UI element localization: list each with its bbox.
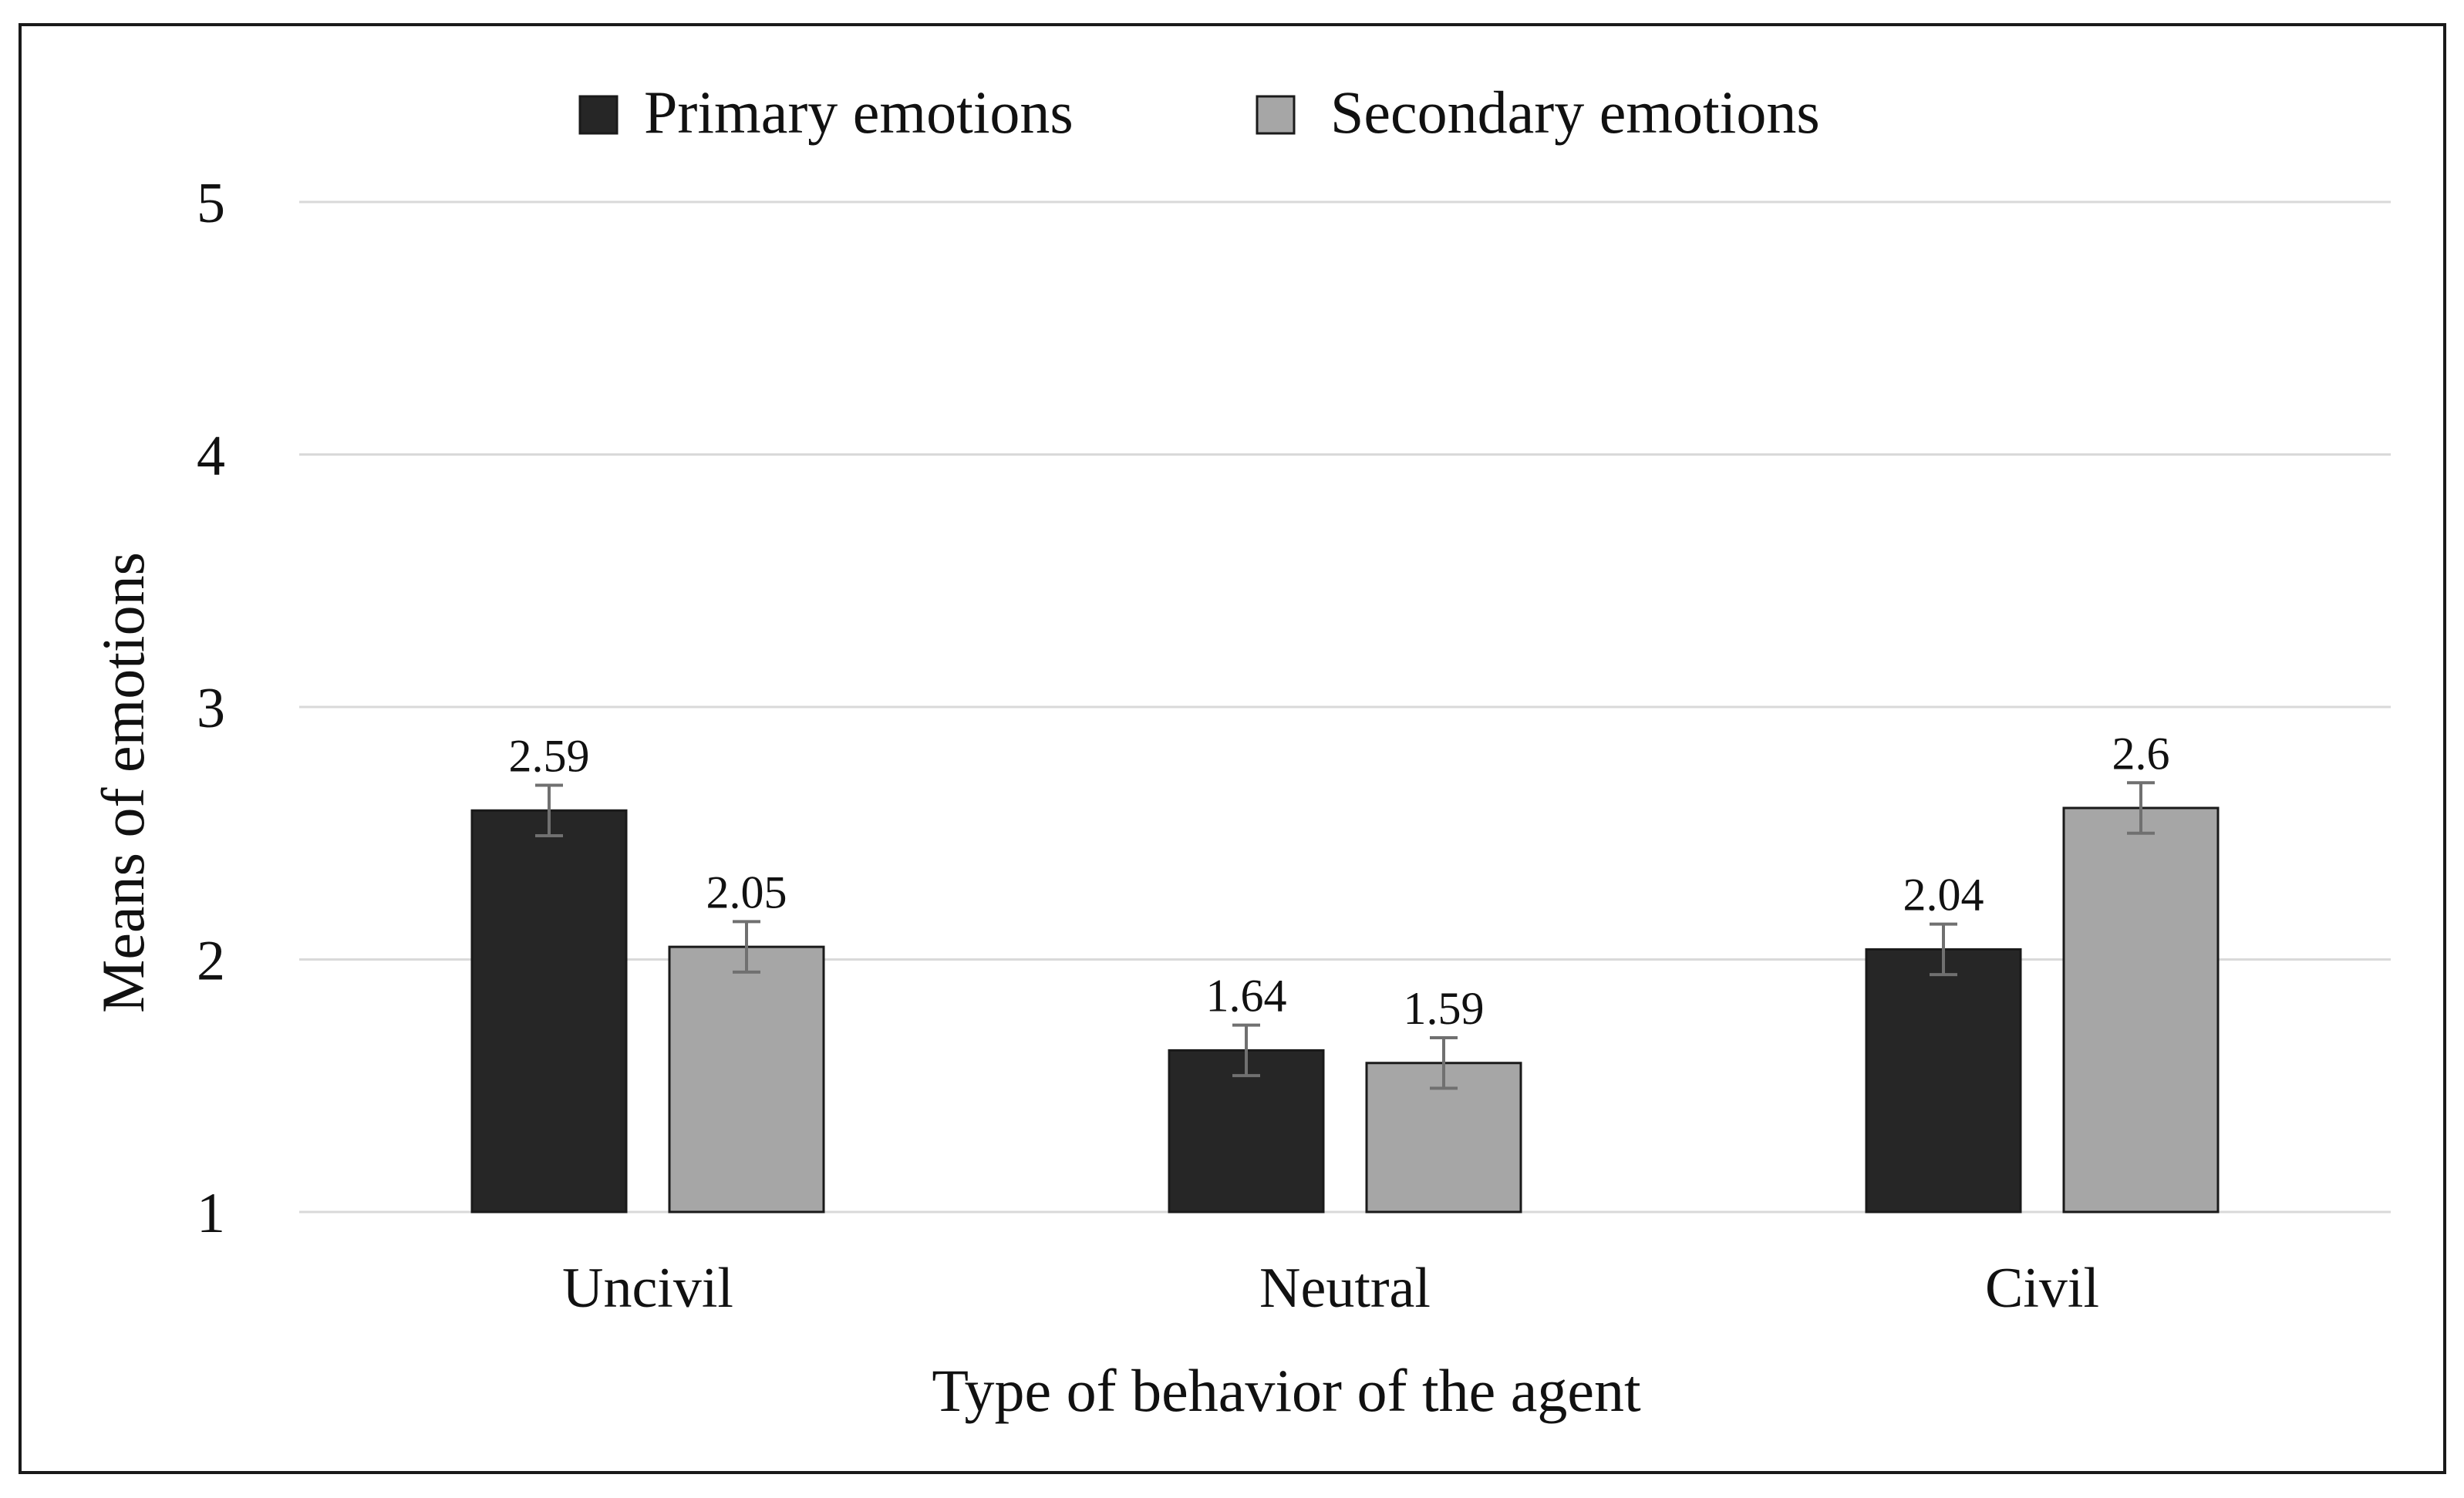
y-axis-ticks: 1 2 3 4 5	[197, 172, 225, 1245]
bar-civil-primary	[1865, 948, 2022, 1214]
x-tick-label-neutral: Neutral	[1259, 1257, 1431, 1320]
legend-label-secondary: Secondary emotions	[1330, 79, 1820, 146]
data-label-neutral-secondary: 1.59	[1404, 983, 1485, 1034]
bar-uncivil-secondary	[668, 945, 825, 1214]
y-tick-label-4: 4	[197, 425, 225, 488]
gridlines	[299, 200, 2391, 1214]
data-label-uncivil-secondary: 2.05	[706, 867, 787, 917]
data-label-civil-primary: 2.04	[1903, 870, 1984, 921]
y-axis-title: Means of emotions	[89, 552, 157, 1013]
y-tick-label-3: 3	[197, 677, 225, 740]
bar-uncivil-primary	[470, 809, 628, 1214]
bar-neutral-secondary	[1365, 1062, 1522, 1214]
legend-swatch-primary	[578, 95, 619, 135]
y-tick-label-2: 2	[197, 930, 225, 993]
bars	[470, 806, 2220, 1214]
legend: Primary emotions Secondary emotions	[578, 79, 1820, 146]
data-label-neutral-primary: 1.64	[1206, 971, 1287, 1022]
error-bars	[535, 781, 2155, 1090]
x-tick-label-civil: Civil	[1985, 1257, 2099, 1320]
chart-frame	[19, 23, 2446, 1474]
legend-swatch-secondary	[1256, 95, 1296, 135]
data-label-civil-secondary: 2.6	[2112, 728, 2170, 779]
bar-civil-secondary	[2062, 806, 2220, 1214]
y-tick-label-1: 1	[197, 1182, 225, 1245]
data-label-uncivil-primary: 2.59	[509, 731, 590, 782]
x-tick-label-uncivil: Uncivil	[562, 1257, 733, 1320]
data-labels: 2.59 2.05 1.64 1.59 2.04 2.6	[509, 728, 2170, 1034]
bar-neutral-primary	[1168, 1049, 1325, 1214]
x-axis-category-labels: Uncivil Neutral Civil	[562, 1257, 2099, 1320]
x-axis-title: Type of behavior of the agent	[932, 1357, 1641, 1424]
y-tick-label-5: 5	[197, 172, 225, 235]
legend-label-primary: Primary emotions	[644, 79, 1074, 146]
